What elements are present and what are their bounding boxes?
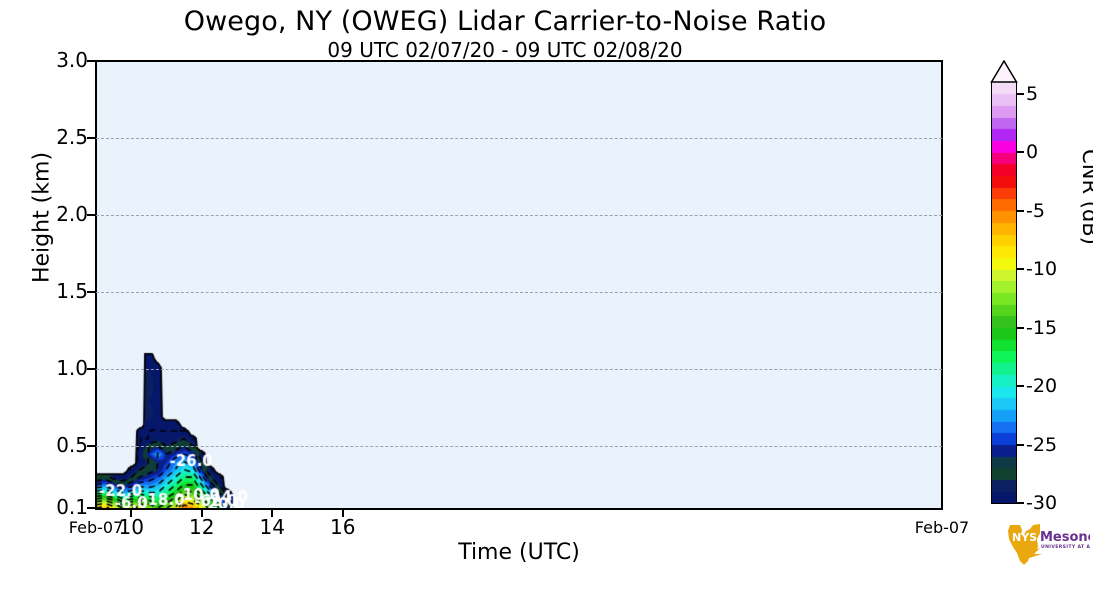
gridline-horizontal [96,215,942,217]
colorbar [992,82,1016,503]
new-york-state-shape [1008,524,1040,565]
x-tick-label: 16 [330,515,356,539]
y-tick-mark [87,445,96,448]
y-axis-label: Height (km) [29,151,55,284]
colorbar-title: CNR (dB) [1078,149,1093,245]
y-tick-label: 1.0 [56,356,88,381]
colorbar-tick-label: -30 [1026,492,1058,514]
page-title: Owego, NY (OWEG) Lidar Carrier-to-Noise … [183,6,827,37]
x-tick-mark [271,508,274,517]
gridline-horizontal [96,138,942,140]
y-tick-label: 0.5 [56,433,88,458]
colorbar-tick-label: 0 [1026,141,1039,164]
x-axis-label: Time (UTC) [458,540,580,565]
colorbar-extend-arrow [990,60,1018,83]
y-tick-mark [87,60,96,62]
colorbar-tick-mark [1016,502,1024,504]
x-tick-mark [130,508,133,517]
y-tick-mark [87,507,96,509]
y-tick-label: 2.0 [56,202,88,227]
colorbar-outline [991,81,1017,504]
colorbar-tick-label: -10 [1026,258,1058,281]
axis-spine-bottom [95,508,943,510]
colorbar-tick-label: -15 [1026,316,1058,339]
axis-spine-left [95,61,97,510]
cnr-heatmap-canvas [96,61,942,508]
logo-mesonet-text: Mesonet [1040,530,1090,545]
colorbar-canvas [992,82,1016,503]
colorbar-tick-mark [1016,92,1024,95]
y-tick-label: 1.5 [56,279,88,304]
x-tick-label: Feb-07 [914,518,970,537]
x-tick-label: Feb-07 [68,518,124,537]
colorbar-tick-label: -20 [1026,375,1058,398]
y-tick-mark [87,368,96,371]
colorbar-tick-mark [1016,443,1024,446]
logo-swoosh [1025,548,1042,559]
plot-area [96,61,942,508]
colorbar-tick-mark [1016,268,1024,271]
y-tick-mark [87,291,96,294]
colorbar-tick-label: -25 [1026,433,1058,456]
logo-university-text: UNIVERSITY AT ALBANY [1041,544,1090,550]
axis-spine-top [95,60,943,62]
y-tick-mark [87,137,96,140]
x-tick-mark [341,508,344,517]
gridline-horizontal [96,292,942,294]
colorbar-tick-mark [1016,209,1024,212]
y-tick-label: 2.5 [56,125,88,150]
y-tick-label: 3.0 [56,48,88,72]
x-tick-label: 14 [259,515,285,539]
x-tick-label: 10 [118,515,144,539]
colorbar-tick-mark [1016,151,1024,154]
logo-graphic: NYS Mesonet UNIVERSITY AT ALBANY [1008,524,1090,565]
gridline-horizontal [96,446,942,448]
gridline-horizontal [96,369,942,371]
nys-mesonet-logo: NYS Mesonet UNIVERSITY AT ALBANY [1004,521,1090,569]
y-tick-label: 0.1 [56,495,88,519]
logo-nys-text: NYS [1012,531,1037,544]
colorbar-tick-label: 5 [1026,82,1039,105]
colorbar-tick-label: -5 [1026,199,1045,222]
axis-spine-right [941,61,943,510]
page-subtitle: 09 UTC 02/07/20 - 09 UTC 02/08/20 [327,38,683,62]
x-tick-mark [200,508,203,517]
x-tick-label: 12 [189,515,215,539]
colorbar-tick-mark [1016,326,1024,329]
colorbar-tick-mark [1016,385,1024,388]
y-tick-mark [87,214,96,217]
